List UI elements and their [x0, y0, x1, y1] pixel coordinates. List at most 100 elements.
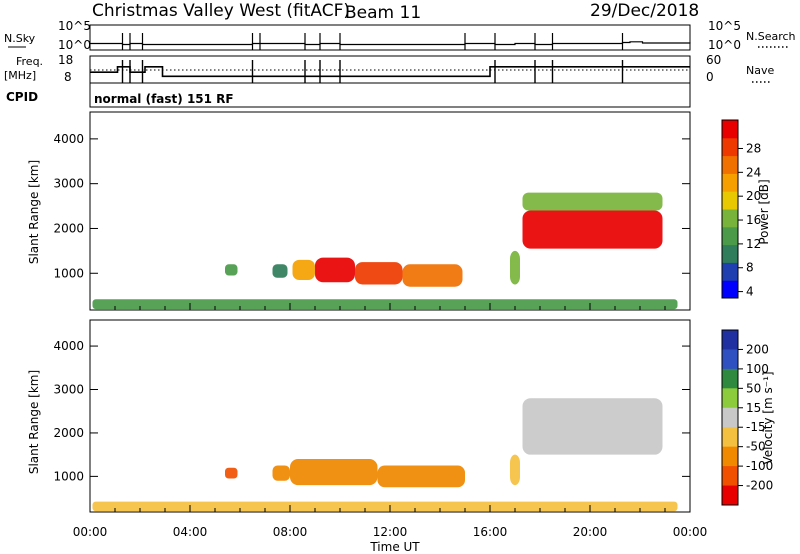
date-label: 29/Dec/2018 — [590, 1, 699, 21]
scatter-region-8 — [522, 192, 663, 211]
colorbar-tick-label: 8 — [746, 261, 754, 275]
scatter-region-2 — [292, 259, 315, 280]
freq-tick-bottom: 8 — [64, 70, 72, 84]
velocity-colorbar — [722, 330, 738, 506]
colorbar-tick-label: 50 — [746, 381, 761, 395]
scatter-region-0 — [225, 264, 238, 276]
y-tick-label: 3000 — [53, 177, 84, 191]
freq-tick-top: 18 — [58, 53, 73, 67]
colorbar-segment — [722, 485, 738, 506]
x-tick-label: 04:00 — [173, 525, 208, 539]
power-colorbar-label: Power [dB] — [757, 179, 771, 244]
velocity-colorbar-label: Velocity [m s⁻¹] — [761, 371, 775, 464]
cpid-text: normal (fast) 151 RF — [94, 92, 234, 106]
colorbar-tick-label: 20 — [746, 189, 761, 203]
sky-noise-trace — [90, 33, 691, 50]
colorbar-tick-label: 100 — [746, 362, 769, 376]
power-colorbar — [722, 120, 738, 299]
x-axis-label: Time UT — [369, 540, 420, 554]
colorbar-segment — [722, 280, 738, 299]
x-tick-label: 00:00 — [673, 525, 708, 539]
colorbar-tick-label: -50 — [746, 440, 766, 454]
colorbar-tick-label: 16 — [746, 213, 761, 227]
x-tick-label: 08:00 — [273, 525, 308, 539]
n-search-label: N.Search — [746, 30, 796, 43]
y-tick-label: 1000 — [53, 469, 84, 483]
colorbar-segment — [722, 466, 738, 487]
freq-unit-label: [MHz] — [4, 69, 36, 82]
colorbar-segment — [722, 349, 738, 370]
colorbar-tick-label: 12 — [746, 237, 761, 251]
velocity-y-axis-label: Slant Range [km] — [27, 370, 41, 474]
nave-tick-bottom: 0 — [706, 70, 714, 84]
frequency-line — [90, 66, 690, 78]
colorbar-segment — [722, 407, 738, 428]
scatter-region-7 — [522, 210, 663, 249]
scatter-region-4 — [355, 262, 403, 285]
scatter-region-6 — [510, 250, 520, 285]
colorbar-segment — [722, 427, 738, 448]
colorbar-tick-label: -200 — [746, 479, 773, 493]
colorbar-tick-label: 200 — [746, 342, 769, 356]
x-tick-label: 12:00 — [373, 525, 408, 539]
beam-label: Beam 11 — [345, 3, 421, 23]
velocity-x-axis: 00:00 04:00 08:00 12:00 16:00 20:00 00:00 — [73, 505, 708, 539]
velocity-data-layer — [92, 398, 678, 512]
scatter-region-1 — [272, 465, 290, 481]
sky-noise-frame — [89, 24, 691, 51]
scatter-region-5 — [522, 398, 663, 455]
sky-tick-top-right: 10^5 — [708, 19, 741, 33]
scatter-region-1 — [272, 264, 288, 278]
colorbar-segment — [722, 244, 738, 263]
y-tick-label: 2000 — [53, 221, 84, 235]
power-x-ticks — [89, 303, 691, 310]
y-tick-label: 4000 — [53, 339, 84, 353]
cpid-label: CPID — [6, 90, 38, 104]
colorbar-segment — [722, 173, 738, 192]
sky-noise-line — [90, 41, 691, 46]
colorbar-segment — [722, 191, 738, 210]
sky-tick-bottom-left: 10^0 — [58, 38, 91, 52]
velocity-y-axis: 4000 3000 2000 1000 — [53, 339, 690, 483]
colorbar-segment — [722, 155, 738, 174]
scatter-region-2 — [290, 459, 378, 486]
x-tick-label: 00:00 — [73, 525, 108, 539]
colorbar-segment — [722, 388, 738, 409]
colorbar-tick-label: 28 — [746, 141, 761, 155]
scatter-region-3 — [315, 257, 355, 283]
n-sky-label: N.Sky — [4, 32, 36, 45]
cpid-frame — [89, 82, 691, 108]
colorbar-segment — [722, 368, 738, 389]
colorbar-segment — [722, 262, 738, 281]
sky-tick-bottom-right: 10^0 — [708, 38, 741, 52]
colorbar-segment — [722, 120, 738, 139]
scatter-region-0 — [225, 467, 238, 479]
scatter-region-3 — [377, 465, 465, 488]
y-tick-label: 2000 — [53, 426, 84, 440]
colorbar-tick-label: 4 — [746, 285, 754, 299]
power-data-layer — [92, 192, 678, 310]
power-colorbar-ticks: 28 24 20 16 12 8 4 — [738, 141, 761, 299]
velocity-colorbar-ticks: 200 100 50 15 -15 -50 -100 -200 — [738, 342, 773, 493]
colorbar-segment — [722, 330, 738, 350]
nave-tick-top: 60 — [706, 53, 721, 67]
colorbar-tick-label: -15 — [746, 420, 766, 434]
x-tick-label: 20:00 — [573, 525, 608, 539]
colorbar-segment — [722, 446, 738, 467]
sky-tick-top-left: 10^5 — [58, 19, 91, 33]
power-y-axis: 4000 3000 2000 1000 — [53, 132, 690, 280]
station-title: Christmas Valley West (fitACF) — [92, 1, 350, 21]
y-tick-label: 1000 — [53, 266, 84, 280]
colorbar-tick-label: 24 — [746, 165, 761, 179]
power-colorbar-frame — [721, 119, 739, 299]
scatter-region-6 — [92, 501, 678, 512]
scatter-region-9 — [92, 299, 678, 310]
nave-label: Nave — [746, 64, 774, 77]
colorbar-segment — [722, 226, 738, 246]
colorbar-segment — [722, 209, 738, 228]
frequency-trace — [90, 60, 690, 83]
freq-label: Freq. — [16, 55, 43, 68]
scatter-region-4 — [510, 454, 520, 486]
